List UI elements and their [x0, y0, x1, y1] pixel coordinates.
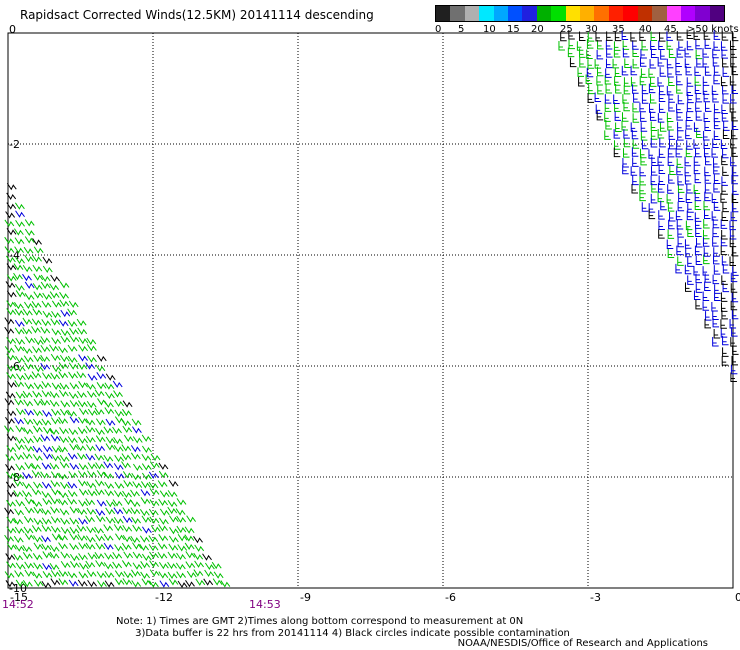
legend-swatch: [522, 6, 537, 21]
legend-label: 15: [507, 24, 520, 35]
legend-swatch: [536, 6, 552, 21]
color-legend: 0 5 10 15 20 25 30 35 40 45 >50 knots: [435, 5, 739, 36]
legend-swatch: [508, 6, 523, 21]
legend-swatch: [666, 6, 681, 21]
legend-label: 20: [531, 24, 544, 35]
legend-label: 10: [483, 24, 496, 35]
legend-label: 35: [612, 24, 625, 35]
credit-line: NOAA/NESDIS/Office of Research and Appli…: [457, 638, 708, 649]
wind-barbs-black: [4, 182, 214, 589]
legend-swatch: [709, 6, 725, 21]
legend-swatch: [436, 6, 451, 21]
swath-east: [558, 29, 739, 383]
y-tick-label: 0: [9, 23, 16, 36]
legend-swatch: [551, 6, 566, 21]
time-start: 14:52: [2, 598, 34, 611]
x-tick-label: -12: [155, 591, 173, 604]
wind-barbs-blue: [586, 30, 739, 375]
footnotes: Note: 1) Times are GMT 2)Times along bot…: [116, 616, 570, 640]
legend-swatch: [680, 6, 696, 21]
chart-title: Rapidsact Corrected Winds(12.5KM) 201411…: [20, 8, 374, 22]
legend-swatch: [493, 6, 509, 21]
x-tick-label: -15: [10, 591, 28, 604]
y-tick-label: -6: [9, 360, 20, 373]
note-line-2: 3)Data buffer is 22 hrs from 20141114 4)…: [135, 628, 570, 639]
legend-label: 5: [458, 24, 465, 35]
legend-label: 30: [585, 24, 598, 35]
x-tick-label: -6: [445, 591, 456, 604]
note-line-1: Note: 1) Times are GMT 2)Times along bot…: [116, 616, 524, 627]
legend-colorbar: [435, 5, 725, 22]
y-tick-label: -4: [9, 249, 20, 262]
legend-swatch: [652, 6, 667, 21]
legend-label: 40: [639, 24, 652, 35]
legend-swatch: [565, 6, 581, 21]
legend-label: 0: [435, 24, 442, 35]
y-tick-label: -8: [9, 471, 20, 484]
legend-swatch: [580, 6, 595, 21]
legend-swatch: [479, 6, 494, 21]
wind-barbs-black: [560, 29, 739, 383]
time-end: 14:53: [249, 598, 281, 611]
wind-barbs-blue: [14, 210, 170, 588]
legend-swatch: [594, 6, 609, 21]
legend-swatch: [450, 6, 465, 21]
legend-swatch: [608, 6, 624, 21]
swath-west: [4, 182, 231, 589]
x-tick-label: 0: [735, 591, 740, 604]
legend-swatch: [464, 6, 480, 21]
legend-labels: 0 5 10 15 20 25 30 35 40 45 >50 knots: [435, 22, 739, 36]
legend-label: >50 knots: [687, 24, 739, 35]
x-tick-label: -3: [590, 591, 601, 604]
x-tick-label: -9: [300, 591, 311, 604]
wind-barbs-green: [4, 202, 231, 588]
legend-swatch: [695, 6, 710, 21]
y-tick-label: -2: [9, 138, 20, 151]
legend-swatch: [637, 6, 653, 21]
legend-label: 25: [560, 24, 573, 35]
legend-label: 45: [664, 24, 677, 35]
legend-swatch: [623, 6, 638, 21]
y-tick-label: -10: [9, 582, 27, 595]
wind-barbs-green: [558, 31, 711, 266]
